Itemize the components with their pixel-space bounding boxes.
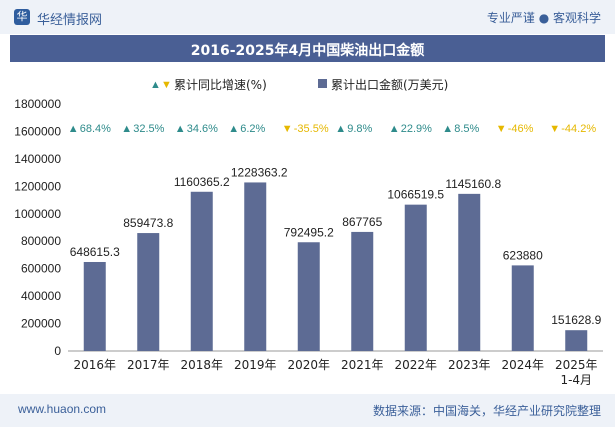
data-source: 数据来源：中国海关，华经产业研究院整理 [372,404,601,418]
bar-chart: ▲ ▼ 累计同比增速(%) 累计出口金额(万美元)020000040000060000… [14,77,603,387]
x-tick-label: 2024年 [501,358,544,372]
bar [458,193,481,351]
growth-label: 68.4% [80,123,111,135]
x-tick-label: 2016年 [73,358,116,372]
growth-up-icon: ▲ [121,123,132,135]
chart-title: 2016-2025年4月中国柴油出口金额 [190,43,425,59]
bar [244,182,267,351]
data-label: 151628.9 [551,313,601,327]
legend-amount-swatch [318,79,327,88]
y-tick-label: 600000 [21,262,61,276]
data-label: 623880 [503,248,543,262]
growth-down-icon: ▼ [282,123,293,135]
x-tick-label: 2023年 [448,358,491,372]
y-tick-label: 1200000 [14,179,61,193]
x-tick-label: 2017年 [127,358,170,372]
growth-label: 34.6% [187,123,218,135]
data-label: 792495.2 [284,225,334,239]
tagline: 专业严谨 ● 客观科学 [486,11,601,25]
y-tick-label: 800000 [21,234,61,248]
website-link[interactable]: www.huaon.com [18,402,107,416]
legend-amount-label: 累计出口金额(万美元) [331,77,448,92]
y-tick-label: 1600000 [14,124,61,138]
data-label: 1145160.8 [445,177,501,191]
growth-up-icon: ▲ [175,123,186,135]
growth-down-icon: ▼ [496,123,507,135]
y-tick-label: 1400000 [14,152,61,166]
x-tick-label: 2021年 [341,358,384,372]
growth-label: 32.5% [133,123,164,135]
growth-label: 22.9% [401,123,432,135]
legend-growth-label: 累计同比增速(%) [174,78,267,92]
growth-down-icon: ▼ [549,123,560,135]
growth-label: 9.8% [347,123,372,135]
legend-up-icon: ▲ [150,79,161,91]
growth-up-icon: ▲ [335,123,346,135]
y-tick-label: 1800000 [14,97,61,111]
bar [351,231,374,351]
top-bar: 华 华经情报网 专业严谨 ● 客观科学 [0,0,615,34]
x-tick-label: 2022年 [394,358,437,372]
growth-up-icon: ▲ [389,123,400,135]
logo-icon: 华 [14,9,30,25]
growth-label: 8.5% [454,123,479,135]
growth-label: -35.5% [294,123,329,135]
data-label: 648615.3 [70,245,120,259]
y-tick-label: 0 [54,344,61,358]
growth-up-icon: ▲ [68,123,79,135]
legend-down-icon: ▼ [161,79,172,91]
bar [83,261,106,351]
data-label: 1160365.2 [174,175,230,189]
data-label: 1066519.5 [387,188,444,202]
x-tick-label: 1-4月 [560,373,592,387]
data-label: 867765 [342,215,382,229]
y-tick-label: 1000000 [14,207,61,221]
bar [565,330,588,351]
growth-label: -46% [508,123,534,135]
brand-name: 华经情报网 [37,13,103,28]
bar [297,242,320,351]
data-label: 859473.8 [123,216,173,230]
bar [404,204,427,351]
x-tick-label: 2018年 [180,358,223,372]
y-tick-label: 200000 [21,317,61,331]
footer-bar: www.huaon.com 数据来源：中国海关，华经产业研究院整理 [0,394,615,427]
data-label: 1228363.2 [231,165,288,179]
growth-label: 6.2% [240,123,265,135]
x-tick-label: 2019年 [234,358,277,372]
y-tick-label: 400000 [21,289,61,303]
bar [190,191,213,351]
bar [511,265,534,351]
x-tick-label: 2025年 [555,358,598,372]
bar [137,233,160,351]
growth-up-icon: ▲ [228,123,239,135]
title-bar: 2016-2025年4月中国柴油出口金额 [10,35,605,62]
growth-label: -44.2% [561,123,596,135]
growth-up-icon: ▲ [442,123,453,135]
x-tick-label: 2020年 [287,358,330,372]
